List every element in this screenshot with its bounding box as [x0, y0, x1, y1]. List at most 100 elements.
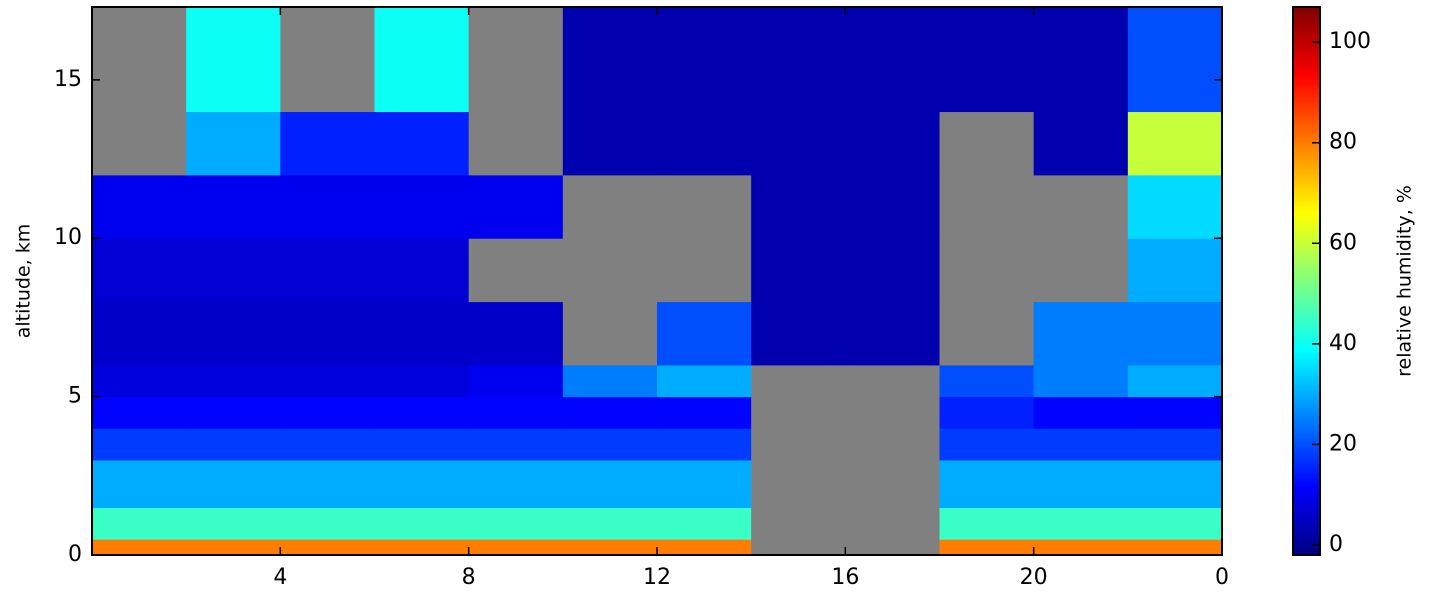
heat-cell: [280, 459, 375, 508]
colorbar-segment: [1293, 266, 1320, 270]
colorbar-segment: [1293, 335, 1320, 339]
heat-cell: [1127, 428, 1223, 461]
colorbar-segment: [1293, 144, 1320, 148]
colorbar-segment: [1293, 535, 1320, 539]
colorbar-segment: [1293, 231, 1320, 235]
heat-cell: [562, 238, 658, 303]
heat-cell: [1033, 428, 1129, 461]
colorbar-segment: [1293, 445, 1320, 449]
colorbar-segment: [1293, 497, 1320, 501]
heat-cell: [939, 301, 1035, 366]
colorbar-segment: [1293, 21, 1320, 26]
colorbar-segment: [1293, 39, 1320, 43]
colorbar-segment: [1293, 452, 1320, 456]
colorbar-segment: [1293, 432, 1320, 437]
colorbar-segment: [1293, 373, 1320, 377]
colorbar-segment: [1293, 124, 1320, 128]
colorbar-segment: [1293, 465, 1320, 469]
heat-cell: [1033, 7, 1129, 113]
colorbar-segment: [1293, 193, 1320, 197]
colorbar-segment: [1293, 221, 1320, 225]
heat-cell: [657, 174, 752, 239]
colorbar-segment: [1293, 101, 1320, 105]
colorbar-segment: [1293, 64, 1320, 68]
x-tick-label: 20: [1020, 565, 1048, 590]
colorbar-segment: [1293, 109, 1320, 113]
heat-cell: [92, 301, 187, 366]
colorbar-segment: [1293, 196, 1320, 200]
colorbar-segment: [1293, 44, 1320, 48]
colorbar-segment: [1293, 188, 1320, 192]
colorbar-segment: [1293, 368, 1320, 372]
heat-cell: [374, 301, 470, 366]
colorbar-segment: [1293, 288, 1320, 292]
colorbar-segment: [1293, 139, 1320, 143]
heat-cell: [562, 459, 658, 508]
colorbar-segment: [1293, 378, 1320, 382]
heat-cell: [468, 238, 564, 303]
colorbar-segment: [1293, 258, 1320, 262]
colorbar-segment: [1293, 41, 1320, 45]
heat-cell: [1127, 364, 1223, 398]
colorbar-segment: [1293, 350, 1320, 354]
heat-cell: [657, 364, 752, 398]
colorbar-segment: [1293, 16, 1320, 21]
heat-cell: [845, 174, 940, 239]
colorbar-segment: [1293, 343, 1320, 347]
colorbar-segment: [1293, 81, 1320, 85]
colorbar-segment: [1293, 442, 1320, 446]
colorbar-segment: [1293, 512, 1320, 516]
heat-cell: [751, 301, 846, 366]
colorbar-segment: [1293, 7, 1320, 11]
heat-cell: [939, 459, 1035, 508]
colorbar-segment: [1293, 395, 1320, 399]
heat-cell: [562, 301, 658, 366]
colorbar-segment: [1293, 318, 1320, 322]
heat-cell: [1127, 7, 1223, 113]
colorbar-segment: [1293, 253, 1320, 257]
heat-cell: [374, 428, 470, 461]
colorbar-segment: [1293, 248, 1320, 252]
heat-cell: [845, 238, 940, 303]
colorbar-segment: [1293, 437, 1320, 442]
colorbar-tick-label: 40: [1329, 331, 1357, 356]
heat-cell: [374, 459, 470, 508]
colorbar-segment: [1293, 116, 1320, 120]
colorbar-segment: [1293, 305, 1320, 309]
colorbar-segment: [1293, 186, 1320, 190]
heat-cell: [751, 539, 846, 556]
heat-cell: [468, 507, 564, 540]
colorbar-segment: [1293, 303, 1320, 307]
colorbar-segment: [1293, 96, 1320, 100]
heat-cell: [374, 7, 470, 113]
colorbar-segment: [1293, 490, 1320, 494]
colorbar-segment: [1293, 320, 1320, 324]
colorbar-segment: [1293, 487, 1320, 491]
colorbar-segment: [1293, 91, 1320, 95]
colorbar-segment: [1293, 216, 1320, 220]
colorbar-label: relative humidity, %: [1394, 185, 1416, 377]
colorbar-segment: [1293, 345, 1320, 349]
colorbar-segment: [1293, 89, 1320, 93]
heat-cell: [751, 7, 846, 113]
colorbar-segment: [1293, 328, 1320, 332]
heat-cell: [845, 364, 940, 398]
heat-cell: [657, 507, 752, 540]
colorbar-segment: [1293, 418, 1320, 422]
colorbar-segment: [1293, 84, 1320, 88]
heat-cell: [186, 364, 281, 398]
colorbar-segment: [1293, 502, 1320, 506]
colorbar-segment: [1293, 447, 1320, 451]
heat-cell: [468, 364, 564, 398]
heat-cell: [1127, 459, 1223, 508]
colorbar-segment: [1293, 131, 1320, 135]
heat-cell: [468, 396, 564, 429]
colorbar-segment: [1293, 153, 1320, 158]
colorbar-segment: [1293, 427, 1320, 432]
colorbar-segment: [1293, 74, 1320, 78]
heat-cell: [751, 238, 846, 303]
heat-cell: [562, 7, 658, 113]
heat-cell: [845, 396, 940, 429]
colorbar-segment: [1293, 9, 1320, 13]
